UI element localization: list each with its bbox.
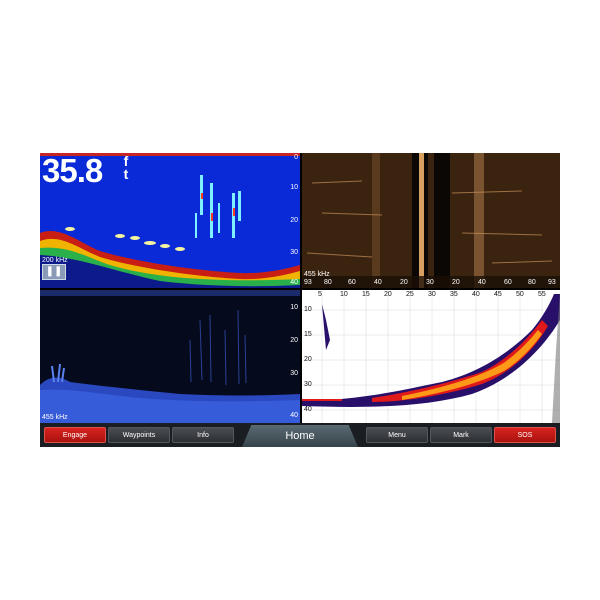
sos-button[interactable]: SOS [494, 427, 556, 443]
downvu-image [40, 290, 300, 423]
sidevu-scale-right-20: 20 [452, 279, 460, 286]
pause-button[interactable]: ❚❚ [42, 264, 66, 280]
depth-unit-bottom: t [123, 166, 129, 182]
frontvu-top-55: 55 [538, 291, 546, 298]
sonar-image [40, 153, 300, 288]
downvu-scale-30: 30 [290, 370, 298, 377]
sidevu-scale-left-80: 80 [324, 279, 332, 286]
frontvu-top-20: 20 [384, 291, 392, 298]
frontvu-top-30: 30 [428, 291, 436, 298]
sidevu-scale-right-80: 80 [528, 279, 536, 286]
frontvu-left-15: 15 [304, 331, 312, 338]
depth-scale-30: 30 [290, 249, 298, 256]
sidevu-image [302, 153, 560, 288]
downvu-scale-10: 10 [290, 304, 298, 311]
frontvu-top-40: 40 [472, 291, 480, 298]
traditional-sonar-pane[interactable]: 35.8 f t 0 10 20 30 40 200 kHz ❚❚ [40, 153, 300, 288]
frequency-label: 200 kHz [42, 257, 68, 264]
info-button[interactable]: Info [172, 427, 234, 443]
depth-scale-10: 10 [290, 184, 298, 191]
home-button[interactable]: Home [242, 425, 358, 447]
frontvu-sonar-pane[interactable]: 5 10 15 20 25 30 35 40 45 50 55 10 15 20… [302, 290, 560, 423]
frontvu-left-20: 20 [304, 356, 312, 363]
sidevu-scale-right-60: 60 [504, 279, 512, 286]
frontvu-top-50: 50 [516, 291, 524, 298]
frontvu-top-45: 45 [494, 291, 502, 298]
frontvu-left-40: 40 [304, 406, 312, 413]
depth-unit-top: f [123, 153, 129, 169]
depth-scale-40: 40 [290, 279, 298, 286]
sidevu-frequency-label: 455 kHz [304, 271, 330, 278]
frontvu-left-10: 10 [304, 306, 312, 313]
frontvu-image [302, 290, 560, 423]
downvu-scale-20: 20 [290, 337, 298, 344]
sidevu-scale-center: 30 [426, 279, 434, 286]
sidevu-scale-left-20: 20 [400, 279, 408, 286]
sidevu-scale-right-93: 93 [548, 279, 556, 286]
depth-readout: 35.8 [42, 153, 103, 189]
sidevu-scale-right-40: 40 [478, 279, 486, 286]
mark-button[interactable]: Mark [430, 427, 492, 443]
sidevu-scale-left-40: 40 [374, 279, 382, 286]
sidevu-sonar-pane[interactable]: 455 kHz 93 80 60 40 20 30 20 40 60 80 93 [302, 153, 560, 288]
frontvu-top-15: 15 [362, 291, 370, 298]
frontvu-left-30: 30 [304, 381, 312, 388]
downvu-sonar-pane[interactable]: 10 20 30 40 455 kHz [40, 290, 300, 423]
downvu-scale-40: 40 [290, 412, 298, 419]
frontvu-top-25: 25 [406, 291, 414, 298]
downvu-frequency-label: 455 kHz [42, 414, 68, 421]
engage-button[interactable]: Engage [44, 427, 106, 443]
depth-unit: f t [122, 153, 130, 182]
sidevu-scale-left-60: 60 [348, 279, 356, 286]
frontvu-top-10: 10 [340, 291, 348, 298]
frontvu-top-5: 5 [318, 291, 322, 298]
sidevu-scale-left-93: 93 [304, 279, 312, 286]
depth-scale-0: 0 [294, 154, 298, 161]
frontvu-top-35: 35 [450, 291, 458, 298]
menu-button[interactable]: Menu [366, 427, 428, 443]
depth-scale-20: 20 [290, 217, 298, 224]
chartplotter-screen: 35.8 f t 0 10 20 30 40 200 kHz ❚❚ 45 [40, 153, 560, 447]
bottom-button-bar: Engage Waypoints Info Home Menu Mark SOS [40, 423, 560, 447]
pause-icon: ❚❚ [45, 266, 63, 277]
waypoints-button[interactable]: Waypoints [108, 427, 170, 443]
